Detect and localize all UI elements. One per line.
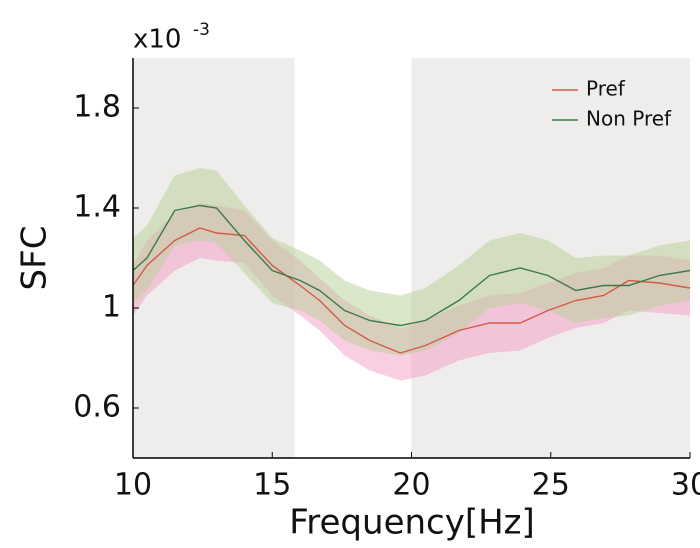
legend-label: Non Pref <box>586 107 672 131</box>
y-tick-label: 0.6 <box>73 390 121 425</box>
y-tick-label: 1.8 <box>73 90 121 125</box>
data-line <box>132 227 691 354</box>
legend-label: Pref <box>586 77 626 101</box>
data-line <box>132 204 691 327</box>
x-tick-label: 20 <box>392 468 430 503</box>
y-tick-label: 1 <box>102 290 121 325</box>
x-tick-label: 15 <box>253 468 291 503</box>
x-tick-label: 30 <box>671 468 700 503</box>
x-tick-label: 10 <box>114 468 152 503</box>
x-tick-label: 25 <box>532 468 570 503</box>
y-exponent: -3 <box>193 20 210 40</box>
y-axis-label: SFC <box>15 226 55 291</box>
confidence-band <box>133 168 690 356</box>
y-exponent-base: x10 <box>133 25 181 55</box>
x-axis-label: Frequency[Hz] <box>289 503 535 543</box>
y-tick-label: 1.4 <box>73 190 121 225</box>
